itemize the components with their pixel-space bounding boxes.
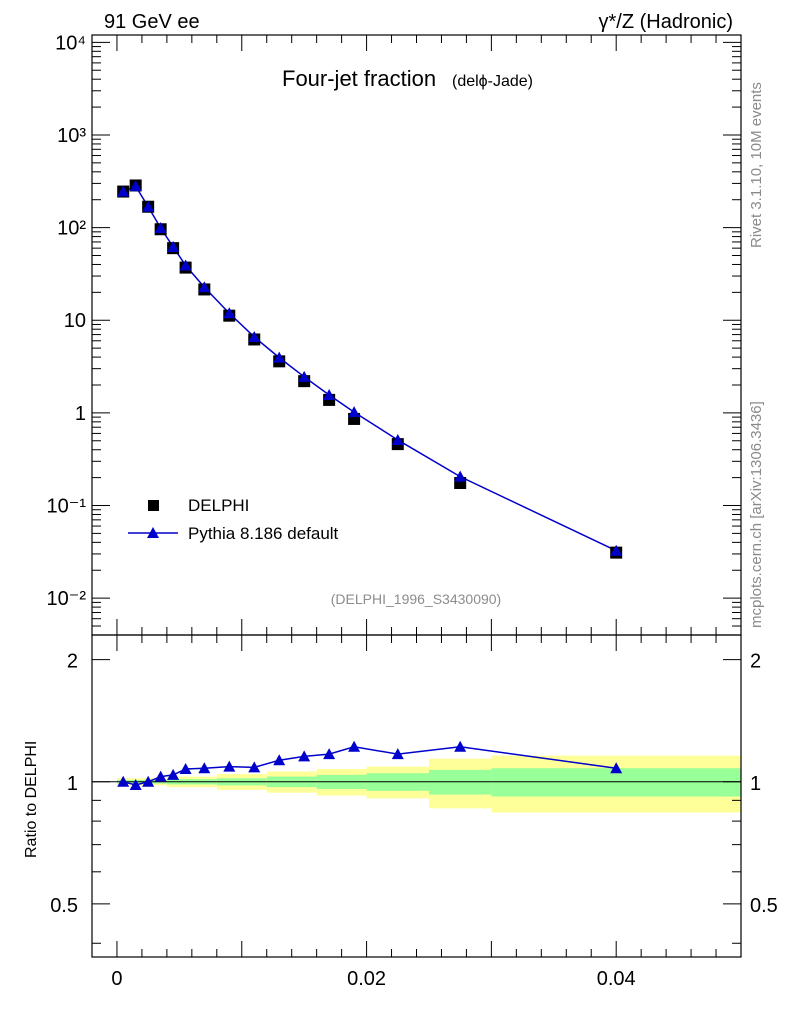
ratio-point xyxy=(142,775,155,787)
legend-label-delphi: DELPHI xyxy=(188,496,249,515)
ratio-y-tick-label-right: 0.5 xyxy=(750,895,778,917)
legend: DELPHI Pythia 8.186 default xyxy=(128,496,339,543)
ratio-point xyxy=(348,740,361,752)
y-tick-label: 10⁻² xyxy=(47,588,87,610)
legend-label-pythia: Pythia 8.186 default xyxy=(188,524,339,543)
ratio-ylabel: Ratio to DELPHI xyxy=(23,741,40,858)
y-tick-label: 10⁴ xyxy=(55,32,86,54)
pythia-point xyxy=(142,200,155,212)
legend-marker-delphi xyxy=(148,500,159,511)
analysis-label: (DELPHI_1996_S3430090) xyxy=(331,591,501,607)
x-tick-label: 0.02 xyxy=(347,968,386,990)
pythia-point xyxy=(198,281,211,293)
chart-subtitle: (delϕ-Jade) xyxy=(452,73,533,90)
pythia-point xyxy=(129,180,142,192)
pythia-point xyxy=(179,259,192,271)
x-tick-label: 0.04 xyxy=(597,968,636,990)
ratio-y-tick-label-right: 2 xyxy=(750,651,761,673)
ratio-point xyxy=(391,748,404,760)
ratio-y-tick-label-left: 2 xyxy=(67,651,78,673)
pythia-point xyxy=(223,307,236,319)
header-right: γ*/Z (Hadronic) xyxy=(599,11,733,33)
legend-marker-pythia xyxy=(147,527,159,538)
pythia-point xyxy=(154,222,167,234)
ratio-point xyxy=(273,754,286,766)
ratio-panel: 0.5 0.5 1 1 2 2 Ratio to DELPHI xyxy=(23,634,778,958)
pythia-point xyxy=(391,433,404,445)
ratio-y-tick-label-left: 0.5 xyxy=(50,895,78,917)
pythia-point xyxy=(248,330,261,342)
y-tick-label: 10³ xyxy=(57,125,86,147)
x-tick-label: 0 xyxy=(111,968,122,990)
pythia-point xyxy=(610,544,623,556)
pythia-point xyxy=(348,406,361,418)
y-tick-label: 10² xyxy=(57,218,86,240)
main-frame xyxy=(91,34,742,636)
ratio-point xyxy=(323,748,336,760)
pythia-point xyxy=(273,351,286,363)
y-tick-label: 10⁻¹ xyxy=(47,496,87,518)
pythia-line xyxy=(122,185,617,552)
ratio-point xyxy=(198,762,211,774)
ratio-point xyxy=(129,778,142,790)
rivet-label: Rivet 3.1.10, 10M events xyxy=(748,82,765,248)
y-tick-label: 10 xyxy=(64,310,86,332)
ratio-point xyxy=(610,762,623,774)
pythia-point xyxy=(167,240,180,252)
ratio-point xyxy=(154,770,167,782)
pythia-point xyxy=(298,370,311,382)
pythia-point xyxy=(454,470,467,482)
pythia-point xyxy=(117,185,130,197)
pythia-point xyxy=(323,388,336,400)
ratio-point xyxy=(223,760,236,772)
ratio-point xyxy=(167,768,180,780)
ratio-point xyxy=(117,775,130,787)
ratio-line xyxy=(123,745,617,786)
ratio-y-tick-label-left: 1 xyxy=(67,773,78,795)
ratio-point xyxy=(248,761,261,773)
mcplots-label: mcplots.cern.ch [arXiv:1306.3436] xyxy=(748,401,765,628)
y-tick-label: 1 xyxy=(75,403,86,425)
ratio-point xyxy=(298,750,311,762)
ratio-point xyxy=(179,763,192,775)
main-panel: Four-jet fraction (delϕ-Jade) (DELPHI_19… xyxy=(47,32,742,636)
chart-title: Four-jet fraction xyxy=(282,66,436,91)
ratio-y-tick-label-right: 1 xyxy=(750,773,761,795)
ratio-point xyxy=(454,740,467,752)
header-left: 91 GeV ee xyxy=(104,11,200,33)
